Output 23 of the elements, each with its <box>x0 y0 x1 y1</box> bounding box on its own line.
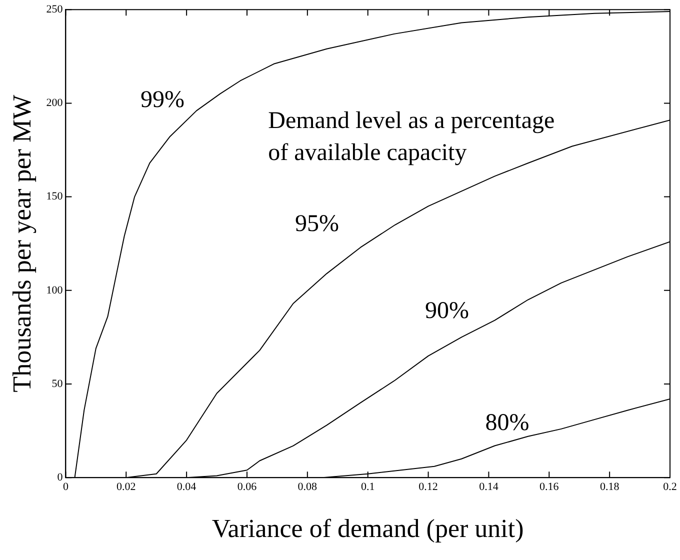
x-tick-label: 0.1 <box>360 481 375 494</box>
x-tick-label: 0.12 <box>418 481 438 494</box>
x-tick-label: 0.08 <box>298 481 318 494</box>
x-tick-label: 0.16 <box>540 481 560 494</box>
x-tick-label: 0.14 <box>479 481 499 494</box>
x-tick-label: 0.04 <box>176 481 197 494</box>
y-tick-label: 250 <box>46 3 64 16</box>
y-tick-label: 0 <box>57 471 64 484</box>
y-tick-label: 200 <box>46 97 64 110</box>
y-tick-label: 150 <box>46 190 64 203</box>
y-axis-title: Thousands per year per MW <box>7 94 36 392</box>
x-tick-label: 0.02 <box>116 481 136 494</box>
y-tick-label: 50 <box>52 378 64 390</box>
series-label: 99% <box>140 86 185 113</box>
x-axis-title: Variance of demand (per unit) <box>212 514 524 544</box>
x-tick-label: 0.18 <box>600 481 620 494</box>
series-label: 80% <box>485 410 530 436</box>
y-tick-label: 100 <box>46 284 64 296</box>
series-label: 90% <box>424 298 469 324</box>
series-label: 95% <box>295 211 340 238</box>
x-tick-label: 0.2 <box>663 481 677 494</box>
x-tick-label: 0.06 <box>237 481 258 494</box>
annotation: Demand level as a percentage of available capacity <box>268 108 555 166</box>
